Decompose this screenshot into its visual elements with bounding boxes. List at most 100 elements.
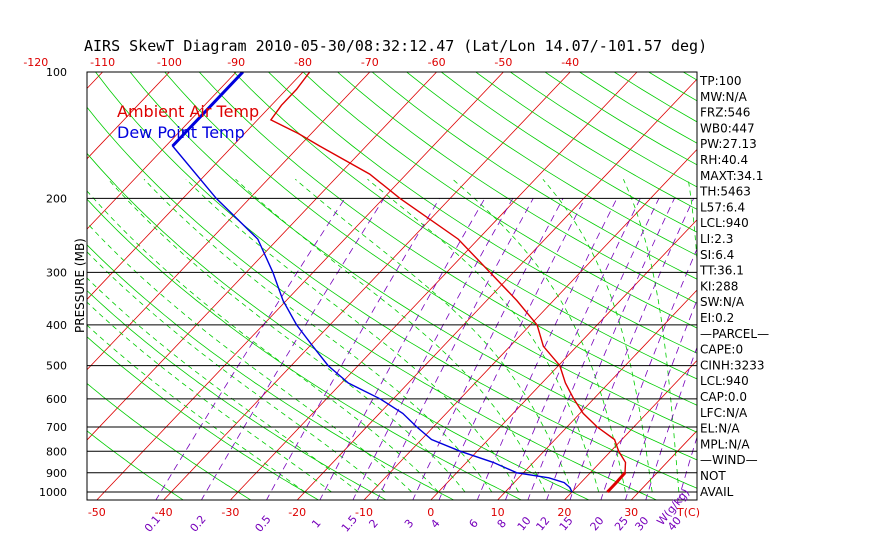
mixing-ratio-line [546,198,675,500]
pressure-tick-label: 700 [46,421,67,434]
bottom-temp-tick-label: -10 [355,506,373,519]
index-label: NOT [700,469,726,483]
index-label: LCL:940 [700,216,749,230]
moist-adiabat [295,178,573,493]
mixing-ratio-line [505,198,641,500]
index-label: L57:6.4 [700,200,745,214]
moist-adiabat [143,178,493,493]
index-label: TP:100 [699,74,742,88]
moist-adiabat [452,178,626,493]
dry-adiabat [406,72,697,256]
dry-adiabat [87,430,184,500]
dry-adiabat [87,290,387,500]
dewpoint-trace-top [171,72,244,148]
bottom-temp-tick-label: 30 [624,506,638,519]
index-label: —WIND— [700,453,758,467]
dry-adiabat [198,72,697,406]
mixing-ratio-tick-label: 1 [309,517,323,531]
isotherm [87,72,237,230]
bottom-temp-tick-label: -30 [221,506,239,519]
mixing-ratio-tick-label: 3 [402,517,416,531]
mixing-ratio-line [569,198,694,500]
pressure-ticks: 100 200 300 400 500 600 700 800 900 1000 [39,66,67,499]
mixing-ratio-tick-label: 4 [428,517,442,531]
mixing-ratio-tick-label: 0.2 [187,513,208,535]
top-temp-tick-label: -110 [90,56,115,69]
dry-adiabat [510,72,697,188]
mixing-ratio-line [438,198,586,500]
bottom-temp-tick-label: 0 [427,506,434,519]
legend-ambient-air-temp: Ambient Air Temp [117,102,259,121]
index-label: TT:36.1 [699,264,744,278]
dry-adiabat [233,72,697,380]
dewpoint-trace [171,72,573,493]
isotherm [87,72,304,300]
dry-adiabat [268,72,697,354]
pressure-tick-label: 900 [46,467,67,480]
isotherm [0,72,36,501]
index-label: CAP:0.0 [700,390,747,404]
pressure-tick-label: 1000 [39,486,67,499]
dry-adiabat [87,383,252,500]
index-label: LI:2.3 [700,232,733,246]
mixing-ratio-line [319,198,486,500]
background-grid [0,72,870,501]
mixing-ratio-line [155,198,346,500]
index-label: MW:N/A [700,90,748,104]
top-temp-tick-label: -90 [227,56,245,69]
top-temp-tick-label: -80 [294,56,312,69]
dry-adiabat [337,72,697,304]
moist-adiabat [542,178,653,493]
isotherm [163,72,571,500]
mixing-ratio-tick-label: 0.5 [253,513,274,535]
mixing-ratio-tick-label: 2 [367,517,381,531]
top-temp-tick-label: -60 [428,56,446,69]
moist-adiabat [87,324,306,493]
mixing-ratio-line [412,198,564,500]
moist-adiabat [185,178,519,493]
dry-adiabat [87,336,320,500]
pressure-tick-label: 300 [46,266,67,279]
mixing-ratio-line [476,198,618,500]
mixing-ratio-tick-label: 10 [515,514,534,533]
dry-adiabat [129,72,697,461]
dry-adiabat [87,152,591,500]
top-temp-tick-label: -70 [361,56,379,69]
mixing-ratio-line [352,198,514,500]
index-label: FRZ:546 [700,106,750,120]
moist-adiabat [367,178,600,493]
index-label: RH:40.4 [700,153,748,167]
isotherm [87,72,170,160]
index-label: KI:288 [700,279,738,293]
pressure-tick-label: 200 [46,192,67,205]
index-label: CINH:3233 [700,358,765,372]
mixing-ratio-tick-label: 6 [466,517,480,531]
temperature-ticks: -120 -110 -100 -90 -80 -70 -60 -50 -40-50 -40 -30-… [23,56,638,519]
temperature-trace [269,72,627,493]
isotherm [229,72,638,500]
pressure-tick-label: 100 [46,66,67,79]
top-temp-tick-label: -100 [157,56,182,69]
x-axis-label: T(C) [676,506,700,519]
legend-dew-point-temp: Dew Point Temp [117,123,245,142]
moist-adiabat [235,178,546,493]
isotherm [87,72,437,441]
dry-adiabat [87,106,658,500]
dry-adiabat [441,72,697,233]
isotherm [96,72,504,500]
plot-frame [86,71,698,501]
bottom-temp-tick-label: 10 [491,506,505,519]
isotherm [296,78,697,500]
index-label: LCL:940 [700,374,749,388]
mixing-ratio-line [645,346,697,500]
index-label: AVAIL [700,485,734,499]
index-label: MPL:N/A [700,437,750,451]
mixing-ratio-line [266,198,440,500]
dry-adiabat [475,72,697,210]
index-label: SW:N/A [700,295,745,309]
dry-adiabat [753,72,870,501]
chart-title: AIRS SkewT Diagram 2010-05-30/08:32:12.4… [84,37,707,55]
top-temp-tick-label: -120 [23,56,48,69]
dry-adiabat [95,72,697,489]
